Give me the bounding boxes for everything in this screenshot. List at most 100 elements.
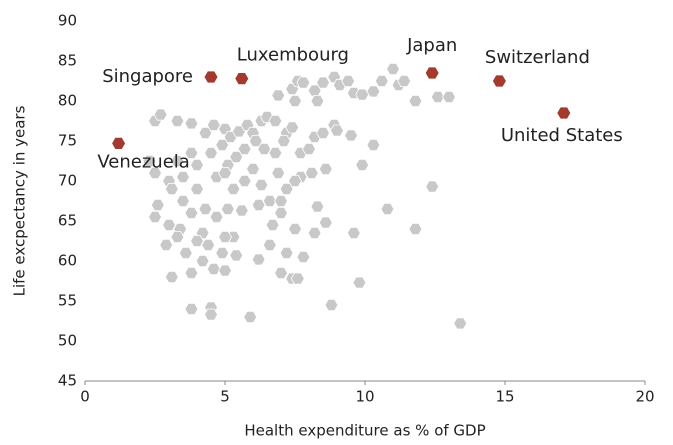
point	[318, 162, 333, 176]
x-tick-label: 20	[635, 388, 654, 406]
point	[215, 246, 230, 260]
point	[346, 226, 361, 240]
point	[302, 142, 316, 156]
point-label: Luxembourg	[237, 45, 349, 66]
point	[310, 95, 325, 107]
point	[204, 146, 218, 160]
point	[386, 63, 400, 75]
point	[296, 250, 311, 264]
point	[184, 206, 199, 220]
point	[380, 202, 395, 216]
point	[310, 200, 325, 213]
point	[190, 182, 204, 196]
highlighted-point	[112, 137, 126, 149]
point	[209, 210, 224, 224]
point	[195, 254, 210, 268]
point	[176, 170, 190, 184]
point	[274, 206, 288, 220]
point	[276, 134, 291, 148]
x-axis-title: Health expenditure as % of GDP	[244, 422, 485, 440]
y-tick-label: 60	[58, 252, 77, 270]
point	[268, 146, 283, 160]
point	[170, 115, 185, 127]
point	[159, 238, 174, 252]
point	[226, 182, 241, 196]
point	[290, 272, 305, 285]
point	[355, 158, 370, 172]
point	[285, 121, 300, 134]
point	[408, 222, 423, 236]
point	[206, 262, 221, 276]
point	[355, 88, 370, 101]
point	[271, 166, 286, 180]
point	[237, 142, 252, 156]
point	[162, 218, 176, 232]
point	[184, 302, 199, 316]
point	[274, 194, 288, 208]
point	[184, 117, 199, 130]
point	[176, 194, 190, 208]
point	[229, 249, 244, 262]
point-label: Venezuela	[97, 151, 189, 172]
point	[288, 174, 302, 188]
point	[268, 115, 283, 127]
point	[316, 127, 330, 140]
point	[142, 154, 157, 168]
point	[366, 85, 381, 98]
point	[234, 204, 249, 217]
point-label: United States	[501, 125, 623, 146]
point	[352, 276, 367, 289]
highlighted-point	[557, 107, 571, 119]
point	[442, 91, 456, 103]
point	[279, 246, 294, 260]
point	[206, 119, 221, 132]
point	[307, 226, 322, 240]
point	[274, 266, 288, 280]
point	[324, 298, 339, 312]
point	[220, 202, 235, 216]
point	[218, 230, 232, 244]
point	[215, 138, 230, 152]
point	[296, 76, 311, 89]
point	[251, 253, 266, 266]
point	[164, 270, 179, 284]
y-tick-label: 75	[58, 132, 77, 150]
point	[204, 308, 218, 321]
point	[237, 174, 252, 188]
y-tick-label: 80	[58, 92, 77, 110]
highlighted-point	[425, 67, 439, 79]
point-label: Singapore	[102, 66, 193, 87]
point	[148, 166, 162, 180]
point	[318, 216, 333, 229]
point	[190, 234, 204, 248]
point	[430, 91, 445, 103]
y-tick-label: 45	[58, 372, 77, 390]
highlighted-point	[235, 73, 249, 85]
point-label: Japan	[406, 35, 457, 56]
point	[453, 317, 468, 330]
point	[304, 166, 319, 180]
highlighted-point	[492, 75, 506, 87]
y-tick-label: 90	[58, 12, 77, 30]
point	[257, 142, 272, 156]
point	[190, 158, 204, 172]
point	[288, 95, 302, 107]
point	[201, 238, 216, 252]
point	[178, 246, 193, 260]
point	[184, 146, 199, 160]
y-tick-label: 85	[58, 52, 77, 70]
point	[164, 182, 179, 196]
point	[374, 75, 389, 87]
x-tick-label: 15	[495, 388, 514, 406]
point	[184, 266, 199, 280]
y-axis-title: Life excpectancy in years	[11, 105, 29, 296]
point	[366, 138, 381, 152]
y-tick-label: 55	[58, 292, 77, 310]
point	[254, 178, 269, 192]
point	[262, 238, 277, 252]
point	[316, 76, 330, 89]
point	[344, 129, 358, 142]
point	[243, 310, 258, 324]
point	[341, 75, 356, 87]
